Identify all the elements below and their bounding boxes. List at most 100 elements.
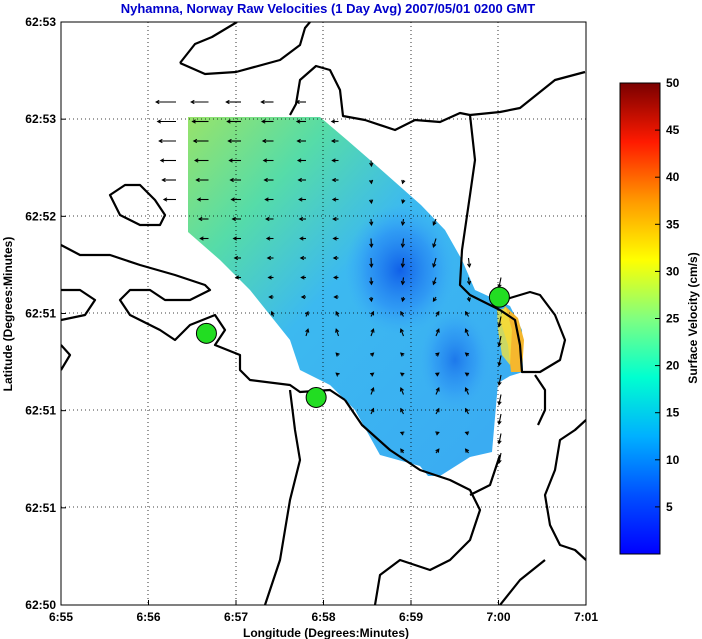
- velocity-vector: [370, 329, 374, 337]
- x-tick-labels: 6:55 6:56 6:57 6:58 6:59 7:00 7:01: [49, 600, 598, 624]
- velocity-vector-head: [194, 158, 199, 163]
- velocity-vector-head: [465, 407, 469, 413]
- velocity-vector: [498, 335, 502, 347]
- velocity-vector-head: [399, 431, 405, 436]
- velocity-vector-head: [267, 275, 272, 280]
- velocity-vector-head: [435, 328, 440, 333]
- y-tick-label: 62:51: [25, 501, 56, 515]
- velocity-vector-head: [264, 197, 269, 202]
- velocity-vector-head: [261, 138, 267, 144]
- velocity-vector-head: [230, 197, 235, 202]
- velocity-vector-head: [192, 138, 198, 144]
- velocity-vector-head: [304, 310, 309, 316]
- velocity-vector-head: [401, 199, 406, 205]
- velocity-vector-head: [370, 310, 375, 316]
- velocity-vector-head: [191, 119, 196, 124]
- velocity-vector-head: [299, 236, 304, 241]
- coastline: [61, 244, 346, 401]
- velocity-vector-head: [234, 275, 240, 280]
- velocity-vector: [305, 329, 309, 337]
- y-tick-label: 62:51: [25, 404, 56, 418]
- x-tick-label: 7:01: [574, 610, 598, 624]
- velocity-vector-head: [265, 236, 271, 241]
- velocity-vector-head: [161, 177, 166, 183]
- velocity-vector-head: [432, 280, 437, 286]
- radar-stations: [195, 286, 510, 408]
- colorbar-tick-label: 35: [666, 217, 680, 231]
- x-tick-label: 6:58: [311, 610, 335, 624]
- velocity-vector-head: [227, 138, 232, 144]
- velocity-vector-head: [268, 294, 273, 300]
- coastline: [263, 389, 302, 605]
- velocity-vector-head: [432, 221, 437, 226]
- velocity-vector-head: [400, 243, 406, 249]
- velocity-vector: [465, 387, 470, 395]
- velocity-vector-head: [298, 216, 304, 222]
- chart-title: Nyhamna, Norway Raw Velocities (1 Day Av…: [121, 1, 536, 16]
- velocity-vector: [432, 277, 437, 285]
- velocity-vector: [498, 413, 502, 425]
- velocity-vector-head: [155, 99, 160, 105]
- velocity-vector-head: [401, 179, 406, 185]
- coastline: [458, 114, 567, 374]
- velocity-vector-head: [400, 280, 406, 286]
- coastline: [344, 399, 482, 605]
- velocity-vector-head: [335, 352, 340, 357]
- velocity-vector-head: [228, 158, 233, 163]
- x-tick-label: 6:55: [49, 610, 73, 624]
- velocity-vector-head: [260, 99, 265, 105]
- y-tick-label: 62:52: [25, 209, 56, 223]
- velocity-vector-head: [331, 177, 337, 183]
- colorbar-tick-label: 40: [666, 170, 680, 184]
- velocity-vector-head: [464, 352, 470, 357]
- velocity-vector-head: [195, 177, 200, 183]
- velocity-vector-head: [299, 255, 305, 261]
- velocity-vector-head: [467, 263, 472, 268]
- colorbar-tick-label: 20: [666, 359, 680, 373]
- velocity-vector-head: [464, 328, 469, 333]
- velocity-vector-head: [399, 352, 405, 357]
- velocity-vector-head: [464, 372, 470, 377]
- y-axis-label: Latitude (Degrees:Minutes): [1, 237, 15, 392]
- velocity-vector-head: [435, 372, 440, 377]
- velocity-vector-head: [156, 119, 162, 124]
- x-tick-label: 7:00: [486, 610, 510, 624]
- velocity-vector-head: [298, 197, 303, 202]
- velocity-vector-head: [335, 328, 340, 333]
- velocity-vector-head: [399, 372, 405, 377]
- colorbar-tick-label: 50: [666, 76, 680, 90]
- velocity-vector-head: [263, 177, 268, 183]
- coastline: [61, 288, 97, 322]
- velocity-vector: [498, 316, 502, 327]
- coastline: [179, 22, 311, 76]
- velocity-vector-head: [266, 255, 272, 261]
- coastline: [469, 454, 546, 605]
- velocity-vector: [498, 374, 502, 386]
- velocity-vector-head: [231, 216, 236, 222]
- velocity-vector-head: [330, 119, 336, 124]
- velocity-vector-head: [466, 280, 472, 286]
- velocity-vector-head: [369, 162, 374, 168]
- velocity-vector-head: [435, 448, 440, 453]
- velocity-vector-head: [196, 197, 202, 202]
- station-marker: [305, 386, 327, 408]
- velocity-vector-head: [158, 138, 163, 144]
- velocity-vector-head: [270, 310, 275, 316]
- coastline: [108, 183, 167, 227]
- station-marker: [488, 286, 510, 308]
- velocity-vector-head: [368, 199, 374, 205]
- velocity-vector: [435, 387, 440, 395]
- station-marker: [195, 322, 217, 344]
- velocity-vector-head: [400, 407, 405, 413]
- velocity-vector-head: [229, 177, 234, 183]
- slow-core-region: [345, 205, 455, 335]
- velocity-vector-head: [333, 294, 338, 300]
- velocity-vector-head: [435, 387, 440, 392]
- velocity-vector-head: [190, 99, 195, 105]
- velocity-vector-head: [197, 216, 203, 222]
- velocity-vector-head: [262, 158, 268, 163]
- velocity-vector: [498, 433, 502, 444]
- velocity-vector-head: [369, 372, 375, 377]
- velocity-vector-head: [225, 99, 230, 105]
